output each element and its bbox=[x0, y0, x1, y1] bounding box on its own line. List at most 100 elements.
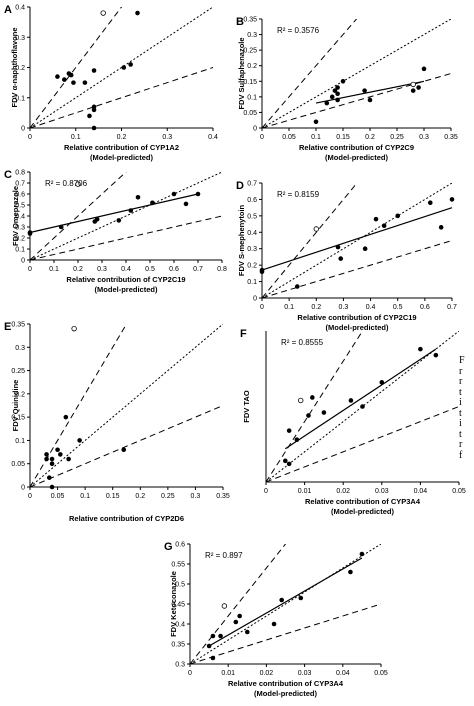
data-point bbox=[183, 201, 189, 207]
data-point bbox=[206, 643, 212, 649]
data-point bbox=[121, 447, 127, 453]
data-point bbox=[449, 197, 455, 202]
y-tick-label: 0.3 bbox=[15, 35, 25, 42]
y-tick-label: 0 bbox=[21, 485, 25, 492]
x-tick-label: 0.1 bbox=[311, 134, 321, 141]
data-point bbox=[321, 410, 327, 415]
data-point-open bbox=[221, 603, 228, 609]
y-tick-label: 0.15 bbox=[11, 415, 25, 422]
data-point bbox=[49, 484, 55, 490]
y-tick-label: 0.4 bbox=[175, 622, 185, 629]
data-point bbox=[91, 125, 97, 131]
reference-lines bbox=[30, 172, 222, 260]
y-tick-label: 0.7 bbox=[247, 181, 257, 188]
data-point bbox=[418, 346, 423, 352]
data-point-open bbox=[410, 81, 416, 88]
data-point bbox=[410, 88, 416, 93]
x-tick-label: 0.25 bbox=[161, 493, 175, 500]
side-text-letter: r bbox=[459, 365, 463, 377]
reference-line-unity bbox=[262, 19, 451, 128]
data-point bbox=[218, 633, 223, 639]
data-point bbox=[286, 461, 292, 467]
data-point bbox=[55, 74, 60, 79]
reference-lines bbox=[30, 324, 223, 487]
data-point bbox=[271, 621, 277, 627]
r-squared-label: R² = 0.8159 bbox=[277, 190, 320, 199]
panel-f: 0 0.01 0.02 0.03 0.04 0.05 F R² = 0.8555 FDV TAO… bbox=[240, 328, 466, 516]
data-point bbox=[121, 65, 127, 70]
data-point bbox=[135, 195, 141, 200]
data-point bbox=[150, 200, 155, 206]
x-tick-label: 0.2 bbox=[311, 304, 321, 311]
data-point bbox=[338, 256, 344, 261]
panel-g: 0 0.01 0.02 0.03 0.04 0.05 0.3 0.35 0.4 0.45 0.5 0.… bbox=[164, 541, 388, 698]
data-point bbox=[286, 428, 292, 433]
y-axis-label: FDV α-naphthoflavone bbox=[10, 27, 19, 107]
x-tick-label: 0.3 bbox=[162, 134, 172, 141]
x-tick-label: 0.02 bbox=[260, 670, 274, 677]
y-tick-label: 0.1 bbox=[15, 438, 25, 445]
x-tick-label: 0.05 bbox=[51, 493, 65, 500]
y-axis-label: FDV Sulfaphenazole bbox=[237, 37, 246, 109]
reference-line-half bbox=[266, 406, 459, 482]
x-tick-label: 0.6 bbox=[169, 266, 179, 273]
reference-line-unity bbox=[262, 183, 452, 298]
reference-line-half bbox=[30, 215, 222, 260]
data-point bbox=[335, 244, 341, 250]
r-squared-label: R² = 0.897 bbox=[205, 551, 243, 560]
x-tick-label: 0.1 bbox=[80, 493, 90, 500]
x-tick-label: 0.7 bbox=[193, 266, 203, 273]
x-tick-label: 0.03 bbox=[375, 488, 389, 495]
side-text-letter: r bbox=[459, 439, 463, 450]
y-tick-label: 0.25 bbox=[243, 48, 257, 55]
x-tick-label: 0.4 bbox=[121, 266, 131, 273]
data-point bbox=[55, 447, 60, 453]
x-tick-label: 0.25 bbox=[390, 134, 404, 141]
data-point bbox=[68, 72, 74, 78]
reference-line-2x bbox=[262, 183, 358, 298]
panel-letter: D bbox=[236, 180, 244, 192]
y-tick-label: 0.6 bbox=[175, 542, 185, 549]
data-point bbox=[245, 629, 250, 635]
x-tick-label: 0.15 bbox=[106, 493, 120, 500]
y-tick-label: 0.2 bbox=[247, 263, 257, 270]
x-tick-label: 0.2 bbox=[365, 134, 375, 141]
data-point bbox=[306, 413, 311, 418]
panel-letter: G bbox=[164, 541, 173, 553]
panel-e: 0 0.05 0.1 0.15 0.2 0.25 0.3 0.35 0 0.05 0.1 0.15 0.… bbox=[4, 321, 230, 523]
x-axis-label: Relative contribution of CYP2C19 bbox=[297, 313, 416, 322]
y-tick-label: 0.3 bbox=[15, 225, 25, 232]
reference-line-half bbox=[30, 405, 223, 487]
data-point bbox=[324, 100, 330, 106]
x-axis-label-secondary: (Model-predicted) bbox=[90, 153, 153, 162]
y-tick-label: 0 bbox=[253, 126, 257, 133]
reference-line-unity bbox=[30, 172, 222, 260]
x-axis-label: Relative contribution of CYP2C19 bbox=[66, 275, 185, 284]
side-text-letter: t bbox=[459, 428, 462, 440]
reference-line-half bbox=[262, 240, 452, 298]
data-point bbox=[49, 456, 55, 462]
x-tick-label: 0.1 bbox=[284, 304, 294, 311]
data-point bbox=[416, 85, 421, 90]
x-axis-label: Relative contribution of CYP2C9 bbox=[299, 143, 414, 152]
data-point-open bbox=[100, 10, 106, 16]
y-tick-label: 0.35 bbox=[11, 322, 25, 329]
data-point bbox=[259, 267, 265, 273]
data-point bbox=[367, 97, 373, 103]
x-tick-label: 0.4 bbox=[366, 304, 376, 311]
x-tick-label: 0.01 bbox=[298, 488, 312, 495]
x-tick-label: 0.03 bbox=[298, 670, 312, 677]
x-tick-label: 0.5 bbox=[145, 266, 155, 273]
side-text-letter: i bbox=[459, 418, 462, 429]
data-point bbox=[298, 595, 304, 601]
reference-line-2x bbox=[30, 172, 127, 260]
x-tick-label: 0.3 bbox=[97, 266, 107, 273]
reference-lines bbox=[30, 7, 213, 128]
data-point bbox=[44, 452, 49, 457]
data-point bbox=[210, 655, 216, 661]
y-tick-label: 0.3 bbox=[175, 662, 185, 669]
x-tick-label: 0.05 bbox=[452, 488, 466, 495]
reference-line-unity bbox=[190, 544, 381, 664]
reference-line-2x bbox=[262, 19, 358, 128]
data-point bbox=[49, 461, 55, 467]
